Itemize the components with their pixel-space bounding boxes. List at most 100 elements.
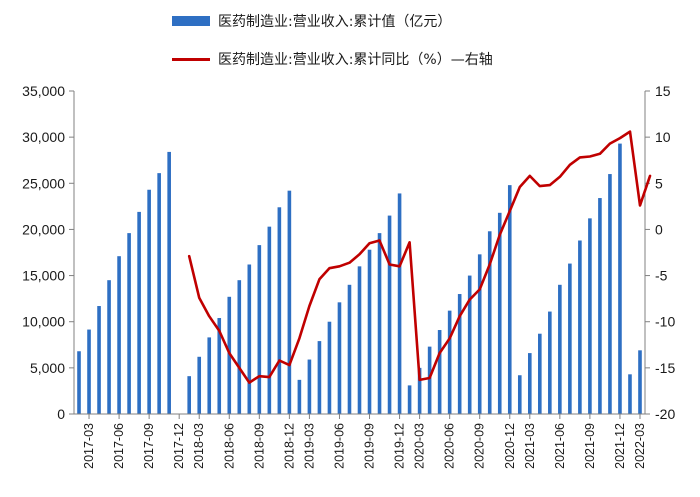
bar — [307, 359, 312, 414]
y-right-tick-label: -15 — [655, 360, 675, 376]
x-tick-label: 2021-03 — [523, 423, 537, 469]
bar — [527, 353, 532, 414]
x-axis: 2017-03 2017-06 2017-09 2017-12 2018-03 2018-… — [74, 413, 647, 469]
x-tick-label: 2021-12 — [613, 423, 627, 469]
bar — [377, 233, 382, 414]
x-tick-label: 2019-12 — [393, 423, 407, 469]
x-tick-label: 2017-06 — [112, 423, 126, 469]
y-left-tick-label: 35,000 — [22, 83, 65, 99]
bar — [147, 189, 151, 414]
legend: 医药制造业:营业收入:累计值（亿元） 医药制造业:营业收入:累计同比（%）—右轴 — [0, 0, 700, 80]
bar — [137, 211, 141, 414]
bar — [247, 264, 252, 414]
bar — [197, 356, 202, 414]
bar — [357, 266, 362, 414]
x-tick-label: 2017-03 — [82, 423, 96, 469]
x-tick-label: 2018-12 — [282, 423, 296, 469]
y-left-tick-label: 30,000 — [22, 129, 65, 145]
bar — [477, 254, 482, 414]
y-left-tick-label: 25,000 — [22, 175, 65, 191]
bar — [487, 231, 492, 414]
bar — [327, 321, 332, 414]
legend-bar-swatch — [172, 16, 210, 26]
bar — [217, 318, 222, 414]
bar — [507, 185, 512, 414]
bar — [347, 284, 352, 414]
bar — [77, 351, 81, 414]
bar — [97, 306, 101, 414]
y-right-tick-label: -20 — [655, 406, 675, 422]
y-right-tick-label: 10 — [655, 129, 671, 145]
bar — [618, 143, 622, 415]
bar — [628, 374, 632, 414]
y-left-tick-label: 10,000 — [22, 314, 65, 330]
y-left-tick-label: 0 — [57, 406, 65, 422]
bar — [517, 375, 522, 414]
bar-series — [77, 143, 642, 415]
y-right-tick-label: -10 — [655, 314, 675, 330]
bar — [117, 256, 121, 414]
x-tick-label: 2017-09 — [142, 423, 156, 469]
bar — [638, 350, 642, 414]
bar — [167, 151, 171, 414]
legend-line-label: 医药制造业:营业收入:累计同比（%）—右轴 — [218, 52, 493, 68]
bar — [407, 385, 412, 414]
bar — [397, 193, 402, 414]
bar — [497, 212, 502, 414]
bar — [287, 190, 292, 414]
bar — [337, 302, 342, 414]
y-left-tick-label: 5,000 — [30, 360, 65, 376]
y-axis-right: -20 -15 -10 -5 0 5 10 15 — [644, 83, 675, 422]
legend-bar-label: 医药制造业:营业收入:累计值（亿元） — [218, 14, 452, 30]
bar — [127, 233, 131, 414]
x-tick-label: 2021-09 — [583, 423, 597, 469]
bar — [447, 310, 452, 414]
legend-line-swatch — [172, 57, 210, 61]
x-tick-label: 2018-06 — [222, 423, 236, 469]
bar — [267, 226, 272, 414]
bar — [427, 346, 432, 414]
bar — [578, 240, 582, 414]
bar — [277, 207, 282, 414]
bar — [297, 379, 302, 414]
y-right-tick-label: 0 — [655, 221, 663, 237]
bar — [558, 284, 562, 414]
legend-item-bar: 医药制造业:营业收入:累计值（亿元） — [172, 11, 451, 31]
y-right-tick-label: 5 — [655, 175, 663, 191]
line-series — [187, 130, 652, 384]
x-tick-label: 2020-12 — [503, 423, 517, 469]
y-right-tick-label: -5 — [655, 268, 668, 284]
bar — [187, 376, 192, 414]
growth-line — [187, 130, 652, 384]
x-tick-label: 2019-09 — [363, 423, 377, 469]
bar — [457, 294, 462, 414]
bar — [437, 330, 442, 414]
bar — [467, 275, 472, 414]
bar — [317, 341, 322, 414]
x-tick-label: 2019-03 — [302, 423, 316, 469]
bar — [588, 218, 592, 414]
bar — [207, 337, 212, 414]
x-tick-label: 2018-09 — [252, 423, 266, 469]
y-right-tick-label: 15 — [655, 83, 671, 99]
x-tick-label: 2020-03 — [413, 423, 427, 469]
bar — [227, 296, 232, 414]
bar — [548, 311, 552, 414]
legend-item-line: 医药制造业:营业收入:累计同比（%）—右轴 — [172, 49, 493, 69]
bar — [107, 280, 111, 414]
bar — [417, 367, 422, 414]
x-tick-label: 2018-03 — [192, 423, 206, 469]
bar — [237, 280, 242, 414]
bar — [87, 329, 91, 414]
y-left-tick-label: 20,000 — [22, 221, 65, 237]
bar — [367, 249, 372, 414]
y-left-tick-label: 15,000 — [22, 268, 65, 284]
bar — [157, 173, 161, 414]
x-tick-label: 2020-09 — [473, 423, 487, 469]
x-tick-label: 2020-06 — [443, 423, 457, 469]
x-tick-label: 2021-06 — [553, 423, 567, 469]
x-tick-label: 2019-06 — [332, 423, 346, 469]
x-tick-label: 2022-03 — [633, 423, 647, 469]
x-tick-label: 2017-12 — [172, 423, 186, 469]
